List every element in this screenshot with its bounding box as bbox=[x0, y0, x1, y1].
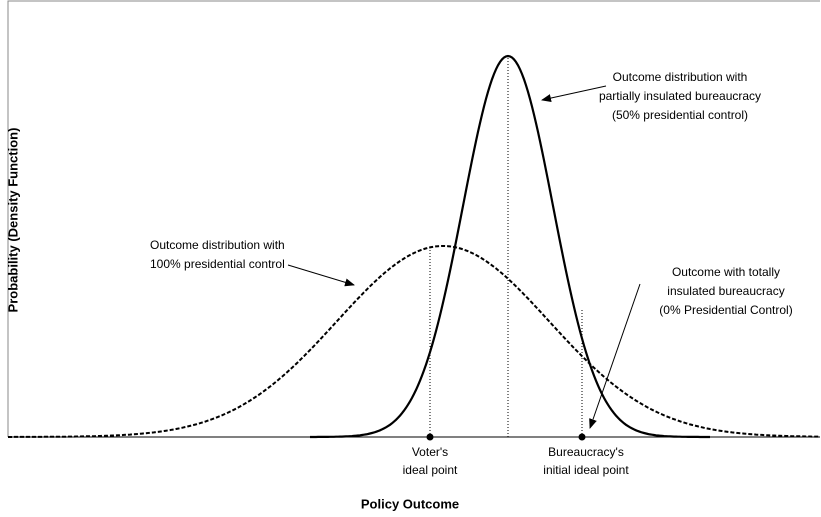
annotation: (0% Presidential Control) bbox=[659, 303, 792, 317]
point-dot bbox=[578, 433, 586, 441]
point-label: ideal point bbox=[403, 463, 458, 477]
point-label: Bureaucracy's bbox=[548, 445, 624, 459]
annotation: (50% presidential control) bbox=[612, 108, 748, 122]
frame bbox=[7, 0, 820, 437]
arrow bbox=[589, 283, 641, 429]
density-curve bbox=[310, 54, 710, 439]
annotation: Outcome with totally bbox=[672, 265, 780, 279]
annotation: Outcome distribution with bbox=[150, 238, 285, 252]
arrow bbox=[287, 264, 355, 287]
annotation: insulated bureaucracy bbox=[667, 284, 784, 298]
point-label: Voter's bbox=[412, 445, 448, 459]
point-label: initial ideal point bbox=[543, 463, 629, 477]
density-curve bbox=[8, 245, 821, 438]
arrow bbox=[541, 85, 607, 102]
y-axis-label: Probability (Density Function) bbox=[5, 128, 20, 313]
curves bbox=[8, 54, 821, 439]
annotation: Outcome distribution with bbox=[613, 70, 748, 84]
annotation: partially insulated bureaucracy bbox=[599, 89, 761, 103]
annotation: 100% presidential control bbox=[150, 257, 285, 271]
point-dot bbox=[426, 433, 434, 441]
x-axis-label: Policy Outcome bbox=[361, 496, 459, 511]
